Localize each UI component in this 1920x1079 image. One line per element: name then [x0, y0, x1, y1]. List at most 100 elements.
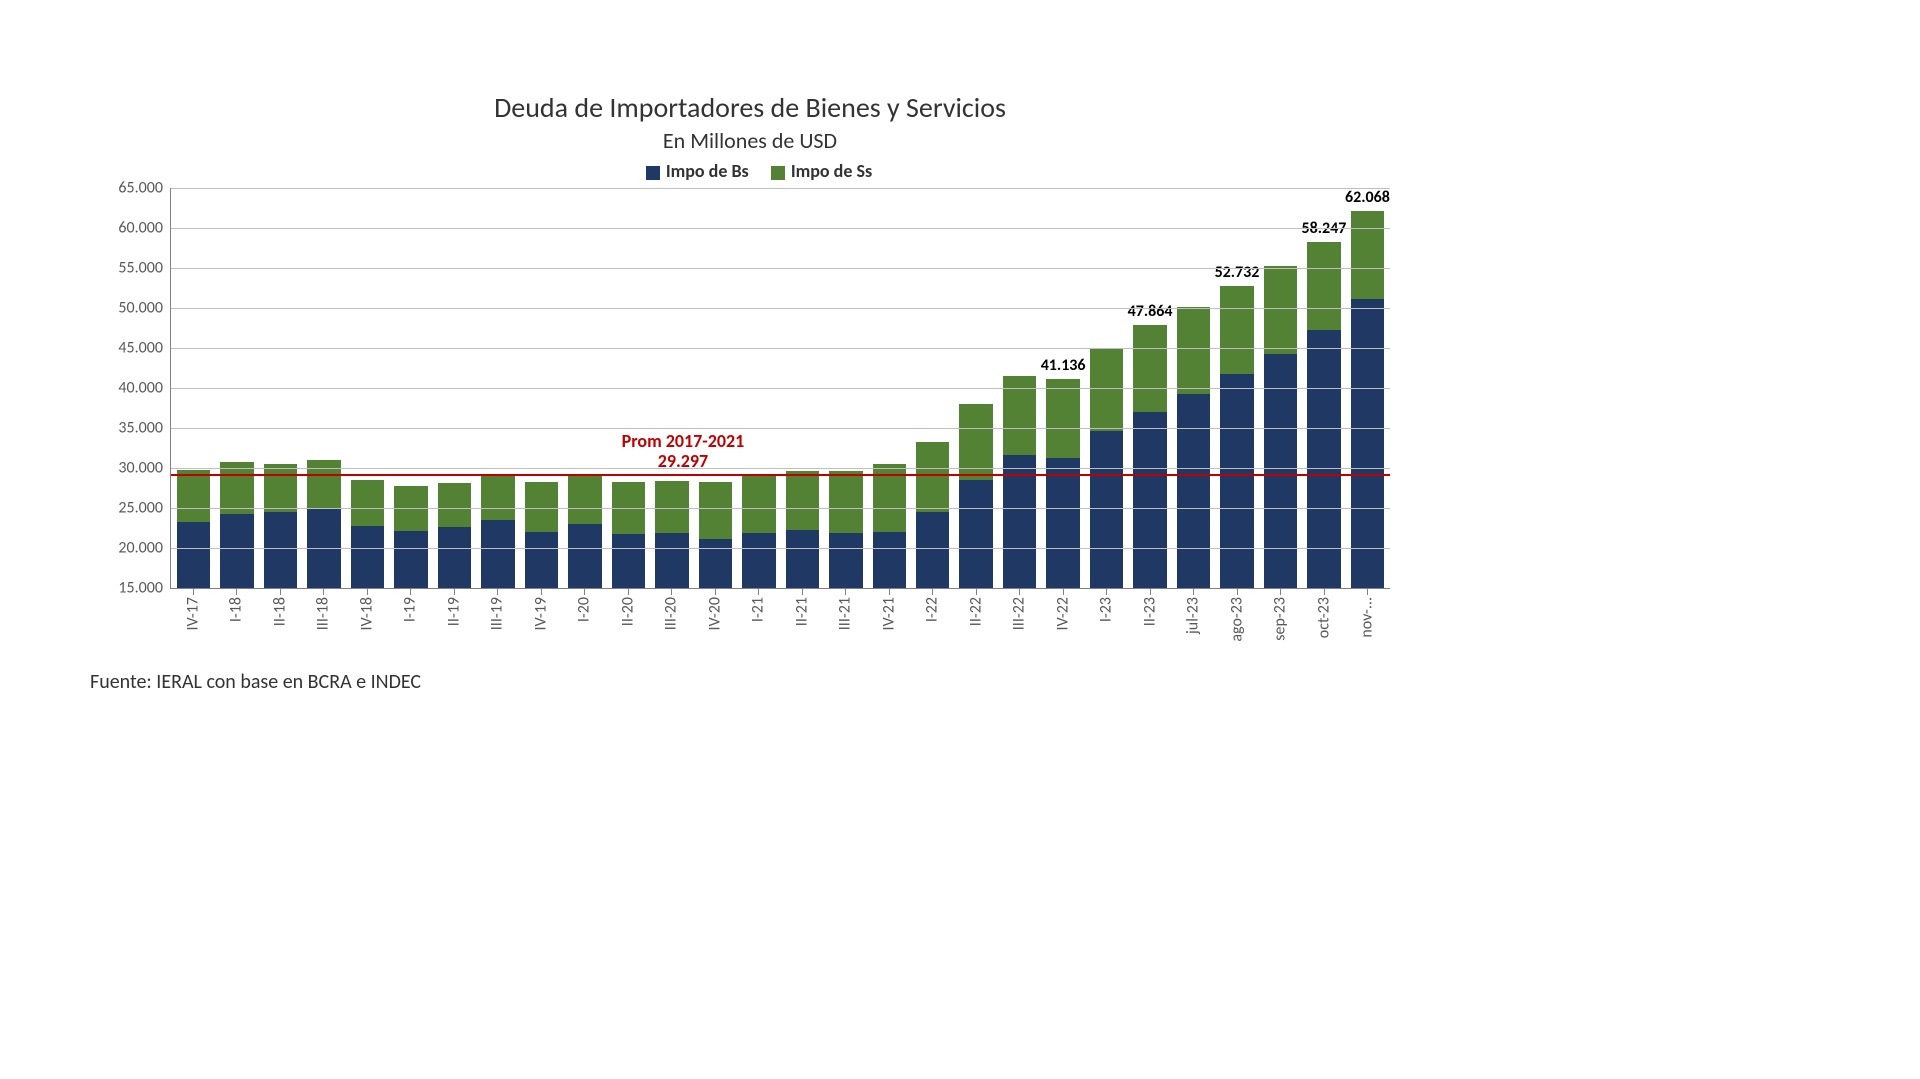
x-tick-label: IV-18 — [357, 597, 376, 630]
legend-swatch-bs — [646, 166, 660, 180]
bar-column — [699, 482, 732, 588]
chart-container: Deuda de Importadores de Bienes y Servic… — [100, 90, 1400, 669]
bar-segment-ss — [438, 483, 471, 527]
x-tick-mark — [1324, 589, 1325, 595]
x-tick: I-19 — [394, 589, 428, 669]
bar-segment-ss — [220, 462, 253, 514]
bar-segment-ss — [481, 474, 514, 520]
x-tick: I-21 — [742, 589, 776, 669]
x-tick-label: II-21 — [792, 597, 811, 626]
bar-segment-ss — [742, 474, 775, 532]
x-tick-label: I-23 — [1097, 597, 1116, 622]
x-tick-label: oct-23 — [1314, 597, 1333, 638]
bar-column — [394, 486, 427, 588]
legend-label-ss: Impo de Ss — [791, 160, 872, 182]
chart-subtitle: En Millones de USD — [100, 127, 1400, 154]
bar-column — [438, 483, 471, 588]
bar-segment-ss — [1046, 379, 1079, 458]
x-tick-label: II-18 — [270, 597, 289, 626]
x-tick-mark — [1150, 589, 1151, 595]
x-tick: II-19 — [437, 589, 471, 669]
x-tick-label: IV-19 — [531, 597, 550, 630]
bar-segment-ss — [568, 476, 601, 524]
x-tick-mark — [1237, 589, 1238, 595]
bar-segment-bs — [655, 533, 688, 588]
bar-data-label: 52.732 — [1215, 263, 1260, 282]
bar-segment-ss — [264, 464, 297, 512]
x-tick-label: IV-22 — [1053, 597, 1072, 630]
x-tick-mark — [671, 589, 672, 595]
bar-segment-ss — [829, 471, 862, 533]
x-tick: II-23 — [1133, 589, 1167, 669]
x-tick-mark — [584, 589, 585, 595]
bar-segment-bs — [1090, 431, 1123, 588]
grid-line — [171, 468, 1390, 469]
x-tick: II-18 — [263, 589, 297, 669]
x-tick-label: III-18 — [314, 597, 333, 630]
x-tick-mark — [889, 589, 890, 595]
y-tick-label: 20.000 — [101, 539, 163, 558]
x-tick-label: II-23 — [1140, 597, 1159, 626]
x-tick-mark — [758, 589, 759, 595]
grid-line — [171, 428, 1390, 429]
y-tick-label: 55.000 — [101, 259, 163, 278]
bar-column — [742, 474, 775, 588]
x-tick: II-22 — [959, 589, 993, 669]
x-tick-mark — [410, 589, 411, 595]
x-tick-label: ago-23 — [1227, 597, 1246, 642]
x-tick-label: jul-23 — [1184, 597, 1203, 634]
plot-area: 41.13647.86452.73258.24762.068 15.00020.… — [170, 188, 1390, 589]
bar-data-label: 41.136 — [1041, 356, 1086, 375]
x-tick-mark — [976, 589, 977, 595]
bar-segment-bs — [481, 520, 514, 588]
y-tick-label: 35.000 — [101, 419, 163, 438]
x-tick-mark — [1106, 589, 1107, 595]
x-tick: IV-18 — [350, 589, 384, 669]
x-tick: IV-21 — [872, 589, 906, 669]
x-tick-mark — [715, 589, 716, 595]
x-tick-label: III-19 — [488, 597, 507, 630]
x-tick-label: I-19 — [401, 597, 420, 622]
bar-segment-ss — [1307, 242, 1340, 330]
bar-segment-ss — [1177, 307, 1210, 394]
x-tick-mark — [541, 589, 542, 595]
x-tick-mark — [1280, 589, 1281, 595]
bar-segment-ss — [916, 442, 949, 512]
bar-column: 52.732 — [1220, 286, 1253, 588]
legend-label-bs: Impo de Bs — [666, 160, 749, 182]
bar-segment-bs — [742, 533, 775, 588]
bar-column — [829, 471, 862, 588]
x-axis: IV-17I-18II-18III-18IV-18I-19II-19III-19… — [170, 589, 1390, 669]
bar-segment-ss — [1220, 286, 1253, 373]
x-tick: nov-... — [1351, 589, 1385, 669]
x-tick: I-20 — [568, 589, 602, 669]
y-tick-label: 60.000 — [101, 219, 163, 238]
bar-column — [786, 471, 819, 588]
bar-data-label: 47.864 — [1128, 302, 1173, 321]
bar-segment-bs — [394, 531, 427, 588]
bar-segment-bs — [1133, 412, 1166, 588]
bar-column — [481, 474, 514, 588]
x-tick-mark — [454, 589, 455, 595]
x-tick-mark — [193, 589, 194, 595]
y-tick-label: 15.000 — [101, 579, 163, 598]
x-tick: I-22 — [916, 589, 950, 669]
x-tick: III-20 — [655, 589, 689, 669]
grid-line — [171, 268, 1390, 269]
bar-column — [177, 470, 210, 588]
bar-column — [307, 460, 340, 588]
x-tick-mark — [932, 589, 933, 595]
x-tick-label: I-21 — [749, 597, 768, 622]
chart-legend: Impo de Bs Impo de Ss — [100, 160, 1400, 182]
x-tick-mark — [845, 589, 846, 595]
y-tick-label: 25.000 — [101, 499, 163, 518]
bar-column — [655, 481, 688, 588]
bar-segment-bs — [959, 480, 992, 588]
bar-segment-ss — [655, 481, 688, 533]
x-tick: IV-20 — [698, 589, 732, 669]
x-tick-mark — [628, 589, 629, 595]
source-note: Fuente: IERAL con base en BCRA e INDEC — [90, 670, 421, 694]
x-tick: III-18 — [307, 589, 341, 669]
bar-column — [220, 462, 253, 588]
bar-segment-ss — [1090, 348, 1123, 431]
